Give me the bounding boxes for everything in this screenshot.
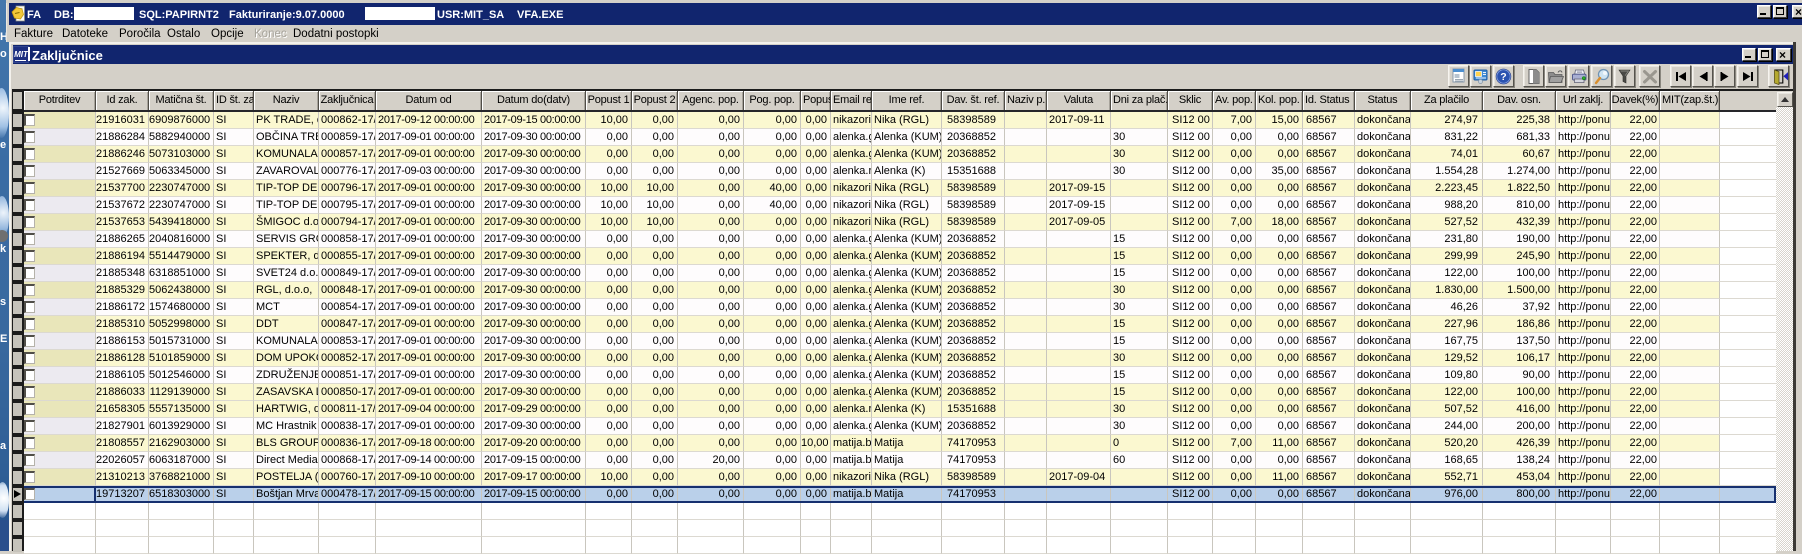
svg-text:?: ? xyxy=(1500,71,1506,83)
